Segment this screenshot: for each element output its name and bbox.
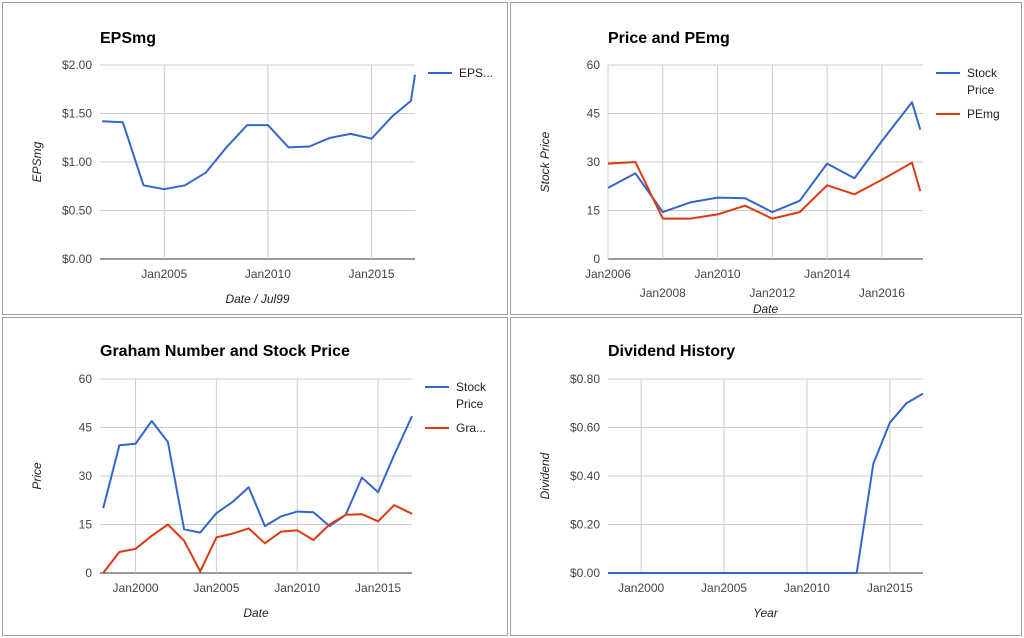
y-tick-label: 15 bbox=[587, 204, 601, 218]
y-tick-label: 15 bbox=[79, 518, 93, 532]
x-tick-label: Jan2005 bbox=[193, 581, 239, 595]
x-tick-label: Jan2006 bbox=[585, 267, 631, 281]
y-axis-label: Stock Price bbox=[538, 131, 552, 192]
y-tick-label: $0.00 bbox=[570, 566, 600, 580]
y-tick-label: $0.80 bbox=[570, 372, 600, 386]
y-tick-label: 45 bbox=[587, 107, 601, 121]
x-tick-label: Jan2016 bbox=[859, 286, 905, 300]
x-tick-label: Jan2005 bbox=[701, 581, 747, 595]
legend-label: EPS... bbox=[459, 66, 493, 80]
y-tick-label: 0 bbox=[593, 252, 600, 266]
chart-title: EPSmg bbox=[100, 30, 156, 47]
y-tick-label: $1.00 bbox=[62, 155, 92, 169]
legend-label: Gra... bbox=[456, 421, 486, 435]
x-tick-label: Jan2015 bbox=[348, 267, 394, 281]
y-tick-label: 60 bbox=[79, 372, 93, 386]
x-tick-label: Jan2010 bbox=[784, 581, 830, 595]
x-tick-label: Jan2010 bbox=[274, 581, 320, 595]
x-axis-label: Date bbox=[243, 606, 269, 620]
y-axis-label: EPSmg bbox=[30, 141, 44, 182]
y-tick-label: 60 bbox=[587, 58, 601, 72]
graham-chart-panel: Graham Number and Stock Price 0 15 30 45 60 Ja… bbox=[2, 317, 508, 636]
x-tick-label: Jan2010 bbox=[695, 267, 741, 281]
series-line bbox=[607, 161, 922, 220]
pe-chart-svg: Price and PEmg 0 15 30 45 60 Jan2006 Jan2008 Jan… bbox=[538, 30, 1000, 314]
x-tick-label: Jan2000 bbox=[618, 581, 664, 595]
eps-chart-svg: EPSmg $0.00 $0.50 $1.00 $1.50 $2.00 Jan2005 Jan… bbox=[30, 30, 493, 306]
dividend-chart-panel: Dividend History $0.00 $0.20 $0.40 $0.60 $0.8… bbox=[510, 317, 1022, 636]
chart-title: Dividend History bbox=[608, 343, 735, 360]
x-tick-label: Jan2015 bbox=[867, 581, 913, 595]
y-axis-label: Dividend bbox=[538, 452, 552, 499]
y-tick-label: 30 bbox=[79, 469, 93, 483]
y-tick-label: $0.20 bbox=[570, 518, 600, 532]
y-tick-label: $0.40 bbox=[570, 469, 600, 483]
series-line bbox=[102, 415, 413, 534]
y-tick-label: 0 bbox=[85, 566, 92, 580]
x-tick-label: Jan2014 bbox=[804, 267, 850, 281]
chart-title: Graham Number and Stock Price bbox=[100, 343, 350, 360]
x-tick-label: Jan2010 bbox=[245, 267, 291, 281]
x-tick-label: Jan2005 bbox=[141, 267, 187, 281]
y-tick-label: 45 bbox=[79, 421, 93, 435]
y-tick-label: $1.50 bbox=[62, 107, 92, 121]
series-line bbox=[608, 392, 924, 574]
chart-title: Price and PEmg bbox=[608, 30, 730, 47]
div-chart-svg: Dividend History $0.00 $0.20 $0.40 $0.60 $0.8… bbox=[538, 343, 924, 620]
graham-chart-svg: Graham Number and Stock Price 0 15 30 45 60 Ja… bbox=[30, 343, 487, 620]
x-tick-label: Jan2008 bbox=[640, 286, 686, 300]
eps-chart-panel: EPSmg $0.00 $0.50 $1.00 $1.50 $2.00 Jan2005 Jan… bbox=[2, 2, 508, 315]
y-tick-label: $0.60 bbox=[570, 421, 600, 435]
y-axis-label: Price bbox=[30, 462, 44, 490]
x-tick-label: Jan2000 bbox=[113, 581, 159, 595]
series-line bbox=[607, 101, 922, 214]
y-tick-label: $0.00 bbox=[62, 252, 92, 266]
price-pe-chart-panel: Price and PEmg 0 15 30 45 60 Jan2006 Jan2008 Jan… bbox=[510, 2, 1022, 315]
legend-label: Stock Price bbox=[967, 66, 998, 97]
legend-label: PEmg bbox=[967, 107, 1000, 121]
series-line bbox=[102, 504, 413, 574]
x-axis-label: Date / Jul99 bbox=[225, 292, 289, 306]
y-tick-label: $2.00 bbox=[62, 58, 92, 72]
x-tick-label: Jan2015 bbox=[355, 581, 401, 595]
series-line bbox=[102, 74, 416, 191]
x-tick-label: Jan2012 bbox=[749, 286, 795, 300]
legend-label: Stock Price bbox=[456, 380, 487, 411]
y-tick-label: 30 bbox=[587, 155, 601, 169]
x-axis-label: Date bbox=[753, 302, 779, 314]
y-tick-label: $0.50 bbox=[62, 204, 92, 218]
x-axis-label: Year bbox=[753, 606, 779, 620]
